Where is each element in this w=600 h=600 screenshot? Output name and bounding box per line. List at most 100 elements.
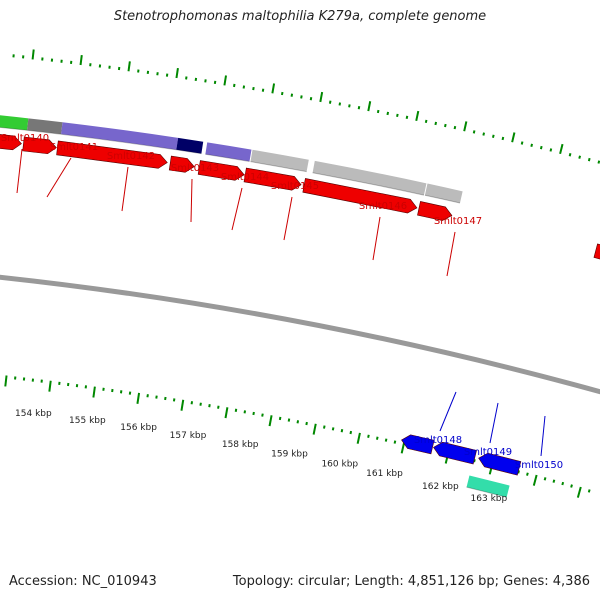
inner-tick: [224, 407, 229, 419]
gene-leader-line: [540, 415, 546, 457]
inner-tick: [234, 408, 238, 412]
inner-tick: [400, 442, 406, 454]
inner-tick: [48, 380, 52, 392]
cds-arrow: [243, 167, 302, 191]
inner-tick: [208, 404, 211, 408]
gene-label: Smlt0147: [434, 216, 482, 227]
inner-tick: [587, 489, 591, 493]
gene-label: Smlt0145: [271, 181, 319, 192]
gene-label: Smlt0150: [515, 460, 563, 471]
outer-tick: [539, 145, 543, 150]
reverse-cds-arrow: [433, 441, 477, 465]
scale-label: 155 kbp: [69, 416, 106, 426]
inner-tick: [287, 418, 291, 422]
outer-tick: [578, 155, 581, 159]
outer-tick: [127, 61, 131, 72]
inner-tick: [552, 479, 556, 483]
scale-label: 156 kbp: [120, 423, 157, 433]
outer-tick: [357, 106, 361, 110]
gene-bar-teal-edge: [466, 486, 507, 498]
gene-bar-light-gray: [424, 183, 463, 204]
inner-tick: [384, 438, 388, 442]
scale-label: 163 kbp: [471, 494, 508, 504]
gene-leader-line: [446, 231, 456, 277]
gene-bar-light-gray: [312, 160, 427, 196]
outer-tick: [472, 130, 476, 134]
tick-layer: [4, 49, 600, 498]
outer-tick: [376, 109, 380, 114]
reverse-cds-arrow: [401, 434, 435, 455]
outer-tick: [444, 123, 447, 128]
gene-bar-light-gray: [250, 149, 309, 172]
outer-tick: [31, 49, 35, 60]
inner-tick: [526, 472, 529, 476]
cds-arrow: [22, 136, 57, 155]
inner-tick: [312, 423, 317, 435]
gene-leader-line: [372, 216, 381, 261]
cds-arrow: [168, 155, 195, 173]
outer-tick: [300, 95, 303, 99]
outer-tick: [491, 134, 495, 138]
outer-tick: [597, 160, 600, 164]
gene-bar-purple-edge: [61, 133, 177, 151]
inner-tick: [261, 413, 264, 417]
cds-arrow: [593, 243, 600, 260]
inner-tick: [375, 436, 379, 440]
gene-bar-gray-edge: [26, 129, 62, 135]
outer-tick: [463, 121, 468, 132]
inner-tick: [576, 486, 582, 498]
inner-tick: [532, 474, 538, 486]
inner-tick: [4, 375, 8, 387]
gene-bar-teal: [466, 475, 510, 498]
label-layer: 154 kbp 155 kbp 156 kbp 157 kbp 158 kbp 159 k…: [1, 133, 563, 504]
gene-label: Smlt0149: [464, 447, 512, 458]
scale-label: 154 kbp: [15, 409, 52, 419]
inner-tick: [252, 411, 255, 416]
outer-tick: [520, 141, 524, 145]
gene-label: Smlt0140: [1, 133, 49, 144]
inner-tick: [570, 484, 573, 488]
outer-tick: [482, 132, 486, 136]
inner-tick: [367, 434, 370, 438]
outer-tick: [280, 91, 284, 96]
outer-tick: [79, 54, 83, 66]
gene-leader-line: [16, 148, 23, 194]
outer-tick: [568, 153, 572, 157]
outer-tick: [348, 104, 351, 108]
gene-leader-line: [231, 187, 243, 231]
outer-tick: [587, 157, 591, 162]
gene-leader-line: [489, 402, 499, 444]
scale-label: 157 kbp: [170, 431, 207, 441]
inner-tick: [217, 405, 220, 409]
gene-bar-light-gray-edge: [424, 194, 461, 204]
gene-bar-navy: [176, 137, 204, 154]
gene-label: Smlt0142: [107, 151, 155, 162]
accession-text: Accession: NC_010943: [9, 574, 157, 589]
gene-bar-light-gray-edge: [312, 172, 425, 196]
backbone-line: [0, 274, 600, 395]
gene-bar-purple: [61, 122, 179, 150]
inner-tick: [180, 399, 185, 411]
outer-tick: [309, 97, 313, 101]
gene-leader-line: [46, 157, 72, 198]
outer-tick: [405, 115, 409, 120]
inner-tick: [393, 440, 397, 444]
inner-tick: [561, 481, 565, 486]
gene-leader-line: [283, 196, 293, 241]
gene-label: Smlt0146: [359, 201, 407, 212]
outer-tick: [271, 83, 276, 94]
outer-tick: [367, 101, 372, 112]
gene-bar-green: [0, 115, 29, 131]
gene-bar-purple-edge: [205, 153, 250, 162]
inner-tick: [243, 410, 247, 414]
inner-tick: [356, 432, 361, 444]
outer-tick: [328, 100, 332, 104]
inner-tick: [268, 415, 273, 427]
gene-leader-line: [121, 166, 129, 212]
map-title: Stenotrophomonas maltophilia K279a, comp…: [113, 9, 487, 24]
gene-label: Smlt0141: [50, 142, 98, 153]
scale-label: 160 kbp: [321, 459, 358, 469]
outer-tick: [530, 143, 534, 148]
inner-tick: [296, 420, 300, 424]
